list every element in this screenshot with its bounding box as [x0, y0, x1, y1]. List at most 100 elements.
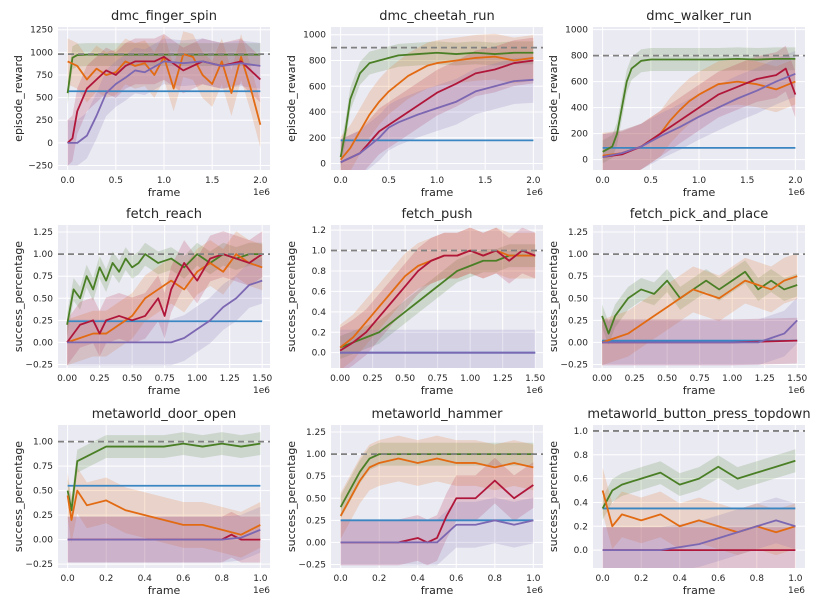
- x-tick-label: 0.0: [595, 176, 610, 186]
- series-2-line: [601, 275, 798, 344]
- x-tick-label: 1.50: [525, 374, 545, 384]
- y-tick-label: 0.00: [33, 338, 53, 348]
- series-1-line: [601, 459, 796, 509]
- y-tick-label: −0.25: [298, 560, 326, 570]
- x-tick-label: 0.8: [215, 574, 230, 584]
- plot-area: [331, 225, 543, 368]
- y-axis-label: success_percentage: [285, 441, 298, 552]
- x-tick-label: 0.5: [382, 176, 396, 186]
- y-tick-label: 1.25: [306, 428, 326, 438]
- x-axis-label: frame: [421, 584, 454, 597]
- x-tick-label: 0.75: [690, 374, 710, 384]
- series-1-line: [66, 253, 263, 325]
- series-3-band: [67, 511, 261, 563]
- subplot-6: 0.00 0.25 0.50 0.75 1.00 1.25 1.50 −0.25 0.00 0.2…: [547, 207, 807, 397]
- x-tick-label: 1.25: [755, 374, 775, 384]
- series-1-line: [602, 57, 796, 153]
- x-tick-label: 0.25: [363, 374, 383, 384]
- x-tick-label: 0.75: [428, 374, 448, 384]
- y-axis-label: episode_reward: [12, 55, 25, 142]
- x-offset-text: 1e6: [788, 586, 805, 596]
- y-tick-label: 1250: [30, 26, 53, 36]
- x-tick-label: 0.6: [449, 574, 464, 584]
- x-tick-label: 0.25: [625, 374, 645, 384]
- y-tick-label: 800: [571, 52, 588, 62]
- y-tick-label: 0.50: [306, 494, 326, 504]
- y-tick-label: 0.50: [33, 294, 53, 304]
- x-tick-label: 0.5: [109, 176, 123, 186]
- series-3-band: [340, 227, 536, 368]
- y-tick-label: 1000: [303, 31, 326, 41]
- x-axis-label: frame: [683, 186, 716, 199]
- series-1-line: [339, 254, 536, 349]
- y-axis-label: success_percentage: [12, 241, 25, 352]
- x-tick-label: 0.00: [592, 374, 612, 384]
- y-tick-label: 750: [36, 71, 53, 81]
- y-tick-label: −0.25: [25, 360, 53, 370]
- x-tick-label: 0.6: [176, 574, 191, 584]
- subplot-title: metaworld_button_press_topdown: [587, 407, 810, 422]
- plot-marks: [58, 231, 270, 366]
- y-tick-label: 400: [309, 108, 326, 118]
- x-axis-label: frame: [683, 384, 716, 397]
- x-tick-label: 0.0: [333, 176, 348, 186]
- y-tick-label: 0.0: [574, 546, 589, 556]
- y-tick-label: 0.25: [568, 316, 588, 326]
- x-tick-label: 0.5: [644, 176, 658, 186]
- subplot-9: 0.0 0.2 0.4 0.6 0.8 1.0 0.0 0.2 0.4 0.6 0.8 1.0 meta…: [547, 407, 811, 597]
- y-axis-label: success_percentage: [12, 441, 25, 552]
- x-offset-text: 1e6: [253, 586, 270, 596]
- subplot-5: 0.00 0.25 0.50 0.75 1.00 1.25 1.50 0.0 0.2 0.4 0.6…: [285, 207, 545, 397]
- series-1-band: [340, 244, 536, 360]
- subplot-7: 0.0 0.2 0.4 0.6 0.8 1.0 −0.25 0.00 0.25 0.50 0.75 1…: [12, 407, 270, 597]
- series-1-line: [66, 442, 261, 512]
- y-tick-label: 0.4: [312, 308, 327, 318]
- x-tick-label: 1.00: [460, 374, 480, 384]
- y-axis-label: success_percentage: [547, 241, 560, 352]
- plot-marks: [593, 430, 805, 568]
- y-tick-label: 1.00: [33, 250, 53, 260]
- x-tick-label: 2.0: [526, 176, 541, 186]
- series-4-line: [340, 78, 534, 164]
- y-tick-label: 1.25: [568, 228, 588, 238]
- y-tick-label: 1.25: [33, 228, 53, 238]
- subplot-4: 0.00 0.25 0.50 0.75 1.00 1.25 1.50 −0.25 0.00 0.2…: [12, 207, 272, 397]
- y-tick-label: 600: [571, 78, 588, 88]
- y-tick-label: 0.75: [306, 472, 326, 482]
- y-tick-label: 1.0: [312, 247, 327, 257]
- subplot-8: 0.0 0.2 0.4 0.6 0.8 1.0 −0.25 0.00 0.25 0.50 0.75 1…: [285, 407, 543, 597]
- x-tick-label: 0.50: [657, 374, 677, 384]
- x-tick-label: 1.0: [430, 176, 445, 186]
- y-tick-label: 0.6: [574, 475, 589, 485]
- y-axis-label: episode_reward: [547, 55, 560, 142]
- x-offset-text: 1e6: [526, 586, 543, 596]
- series-4-line: [602, 519, 796, 552]
- y-tick-label: 0.00: [306, 538, 326, 548]
- y-tick-label: 0.6: [312, 287, 327, 297]
- series-3-band: [602, 527, 796, 568]
- x-offset-text: 1e6: [526, 386, 543, 396]
- y-axis-label: success_percentage: [285, 241, 298, 352]
- y-tick-label: 600: [309, 82, 326, 92]
- series-3-line: [340, 59, 534, 164]
- x-tick-label: 0.4: [138, 574, 153, 584]
- series-4-band: [67, 506, 261, 563]
- x-offset-text: 1e6: [788, 188, 805, 198]
- series-3-line: [339, 249, 536, 352]
- y-tick-label: 0.50: [568, 294, 588, 304]
- y-tick-label: 0.4: [574, 498, 589, 508]
- y-tick-label: 0: [582, 156, 588, 166]
- series-4-band: [340, 56, 534, 170]
- series-2-band: [67, 467, 261, 558]
- y-tick-label: 0.00: [568, 338, 588, 348]
- y-tick-label: −250: [28, 161, 53, 171]
- y-tick-label: 0: [47, 139, 53, 149]
- y-tick-label: 200: [571, 130, 588, 140]
- series-2-band: [67, 31, 261, 148]
- series-2-line: [601, 490, 796, 534]
- y-tick-label: 0.75: [33, 462, 53, 472]
- x-axis-label: frame: [148, 384, 181, 397]
- plot-marks: [593, 253, 805, 366]
- series-4-line: [67, 60, 261, 144]
- x-axis-label: frame: [683, 584, 716, 597]
